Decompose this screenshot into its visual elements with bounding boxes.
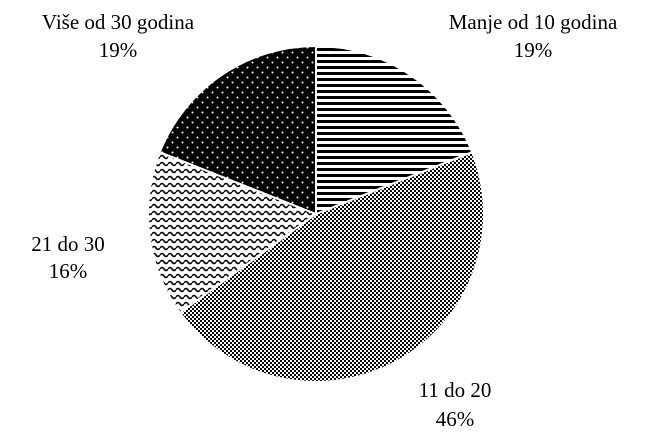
slice-value-label: 19%: [99, 38, 138, 62]
labels: Manje od 10 godina 19% 11 do 20 46% 21 do 30…: [31, 10, 618, 431]
slice-value-label: 16%: [49, 259, 88, 283]
slice-label: Manje od 10 godina: [449, 10, 618, 34]
pie-slice: [158, 44, 317, 216]
slice-value-label: 46%: [436, 407, 475, 431]
slice-value-label: 19%: [514, 38, 553, 62]
slice-label: Više od 30 godina: [42, 10, 195, 34]
slice-label: 21 do 30: [31, 232, 105, 256]
pie-slice: [178, 150, 485, 383]
pie-slice: [315, 44, 474, 216]
slice-label: 11 do 20: [419, 378, 492, 402]
slices: [147, 44, 485, 383]
pie-slice: [147, 150, 319, 315]
